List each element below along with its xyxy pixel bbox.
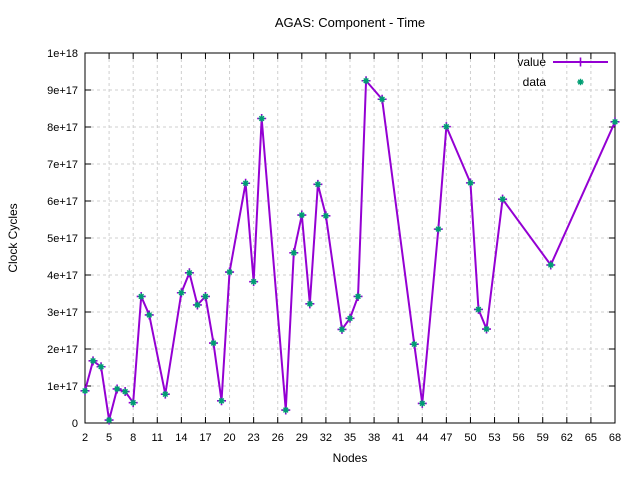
series-layer (80, 76, 620, 425)
x-tick-label: 41 (392, 432, 404, 444)
data-marker-center (243, 181, 248, 186)
x-tick-label: 29 (296, 432, 308, 444)
x-tick-label: 26 (272, 432, 284, 444)
data-marker-center (484, 327, 489, 331)
legend: value data (517, 55, 608, 89)
x-tick-label: 68 (609, 432, 621, 444)
x-tick-label: 2 (82, 432, 88, 444)
x-tick-label: 23 (248, 432, 260, 444)
data-marker-center (436, 227, 441, 231)
data-marker-center (179, 290, 184, 295)
data-marker-center (380, 97, 384, 102)
y-tick-label: 1e+18 (47, 48, 78, 60)
x-tick-label: 5 (106, 432, 112, 444)
data-marker-center (187, 270, 192, 275)
data-marker-center (578, 80, 583, 84)
data-marker-center (227, 270, 232, 274)
y-tick-label: 6e+17 (47, 196, 78, 208)
tick-labels: 2 5 8 11 14 17 20 23 26 29 32 35 38 41 44 47 50 53 56 59 62 6… (47, 48, 621, 444)
data-marker-center (283, 408, 288, 412)
legend-value-plus-sample (576, 57, 585, 67)
y-tick-label: 7e+17 (47, 159, 78, 171)
x-tick-label: 47 (440, 432, 452, 444)
y-tick-label: 1e+17 (47, 381, 78, 393)
data-marker-center (99, 364, 103, 369)
x-tick-label: 20 (223, 432, 235, 444)
x-tick-label: 50 (464, 432, 476, 444)
data-marker-center (324, 214, 328, 218)
y-tick-label: 2e+17 (47, 344, 78, 356)
data-marker-center (500, 197, 505, 201)
data-marker-center (468, 181, 473, 185)
data-marker-center (548, 263, 553, 267)
data-marker-center (251, 279, 256, 284)
data-marker-center (259, 116, 264, 121)
y-tick-label: 4e+17 (47, 270, 78, 282)
x-axis-label: Nodes (333, 451, 368, 465)
data-marker-center (83, 389, 87, 393)
data-marker-center (444, 124, 449, 129)
data-marker-center (219, 399, 224, 403)
x-tick-label: 38 (368, 432, 380, 444)
legend-label-value: value (517, 55, 546, 69)
data-marker-center (364, 78, 368, 83)
data-marker-center (412, 342, 417, 346)
data-marker-center (163, 392, 168, 396)
x-tick-label: 14 (175, 432, 187, 444)
y-tick-label: 9e+17 (47, 85, 78, 97)
data-marker-center (340, 327, 344, 332)
y-tick-label: 8e+17 (47, 122, 78, 134)
y-tick-label: 3e+17 (47, 307, 78, 319)
data-marker-center (91, 359, 95, 363)
data-marker-center (476, 307, 481, 312)
data-marker-center (316, 182, 320, 187)
data-marker-center (420, 401, 425, 406)
data-marker-center (139, 294, 144, 299)
chart-title: AGAS: Component - Time (275, 15, 425, 30)
x-tick-label: 62 (561, 432, 573, 444)
x-tick-label: 59 (537, 432, 549, 444)
data-marker-center (291, 251, 296, 255)
data-marker-center (203, 294, 208, 299)
data-marker-center (115, 387, 119, 391)
data-marker-center (348, 316, 352, 321)
data-marker-center (195, 303, 200, 307)
x-tick-label: 65 (585, 432, 597, 444)
data-marker-center (356, 294, 360, 299)
y-tick-label: 0 (72, 418, 78, 430)
data-marker-center (123, 389, 127, 394)
x-tick-label: 32 (320, 432, 332, 444)
data-marker-center (131, 400, 135, 405)
y-axis-label: Clock Cycles (6, 203, 20, 272)
data-marker-center (613, 120, 617, 124)
x-tick-label: 53 (488, 432, 500, 444)
x-tick-label: 44 (416, 432, 428, 444)
data-marker-center (147, 313, 152, 317)
legend-label-data: data (523, 75, 547, 89)
x-tick-label: 8 (130, 432, 136, 444)
data-marker-center (308, 302, 312, 306)
data-marker-center (300, 213, 304, 217)
data-marker-center (211, 341, 216, 345)
legend-samples (553, 57, 608, 86)
x-tick-label: 11 (152, 432, 163, 444)
grid-lines (84, 52, 616, 424)
x-tick-label: 35 (344, 432, 356, 444)
x-tick-label: 56 (513, 432, 525, 444)
x-tick-label: 17 (199, 432, 211, 444)
y-tick-label: 5e+17 (47, 233, 78, 245)
data-marker-center (107, 418, 111, 422)
